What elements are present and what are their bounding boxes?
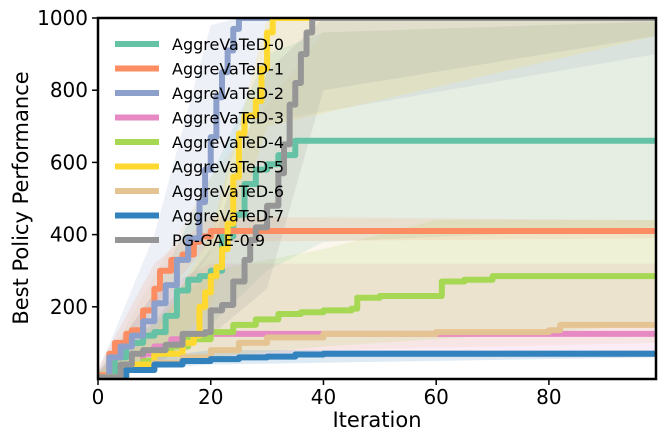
y-tick-label: 400 [50,223,88,247]
y-tick-label: 200 [50,295,88,319]
legend-label-aggrevated-3: AggreVaTeD-3 [172,109,284,128]
band-pg-gae-0-9 [98,18,656,379]
legend-label-aggrevated-1: AggreVaTeD-1 [172,60,284,79]
legend: AggreVaTeD-0 AggreVaTeD-1 AggreVaTeD-2 Aggr… [115,35,284,250]
x-axis-ticks: 0 20 40 60 80 [92,379,562,409]
x-tick-label: 80 [536,385,561,409]
legend-label-aggrevated-6: AggreVaTeD-6 [172,182,284,201]
plot-frame [96,16,658,381]
legend-label-aggrevated-5: AggreVaTeD-5 [172,158,284,177]
y-axis-ticks: 200 400 600 800 1000 [37,6,98,319]
legend-label-aggrevated-7: AggreVaTeD-7 [172,207,284,226]
y-tick-label: 1000 [37,6,88,30]
y-tick-label: 800 [50,78,88,102]
series-lines [98,18,656,379]
x-tick-label: 60 [423,385,448,409]
legend-label-aggrevated-0: AggreVaTeD-0 [172,35,284,54]
band-aggrevated-2 [98,18,656,379]
band-aggrevated-0 [98,21,656,379]
line-aggrevated-7 [98,350,656,379]
line-aggrevated-1 [98,227,656,379]
line-aggrevated-2 [98,18,656,379]
x-tick-label: 20 [198,385,223,409]
band-aggrevated-6 [98,21,656,379]
legend-label-aggrevated-2: AggreVaTeD-2 [172,84,284,103]
y-axis-title: Best Policy Performance [9,71,33,324]
x-tick-label: 40 [311,385,336,409]
line-aggrevated-0 [98,137,656,379]
x-tick-label: 0 [92,385,105,409]
legend-label-aggrevated-4: AggreVaTeD-4 [172,133,284,152]
legend-label-pg-gae-0-9: PG-GAE-0.9 [172,231,265,250]
y-tick-label: 600 [50,150,88,174]
x-axis-title: Iteration [332,408,421,432]
confidence-bands [98,18,656,379]
band-aggrevated-5 [98,18,656,379]
line-pg-gae-0-9 [98,18,656,379]
